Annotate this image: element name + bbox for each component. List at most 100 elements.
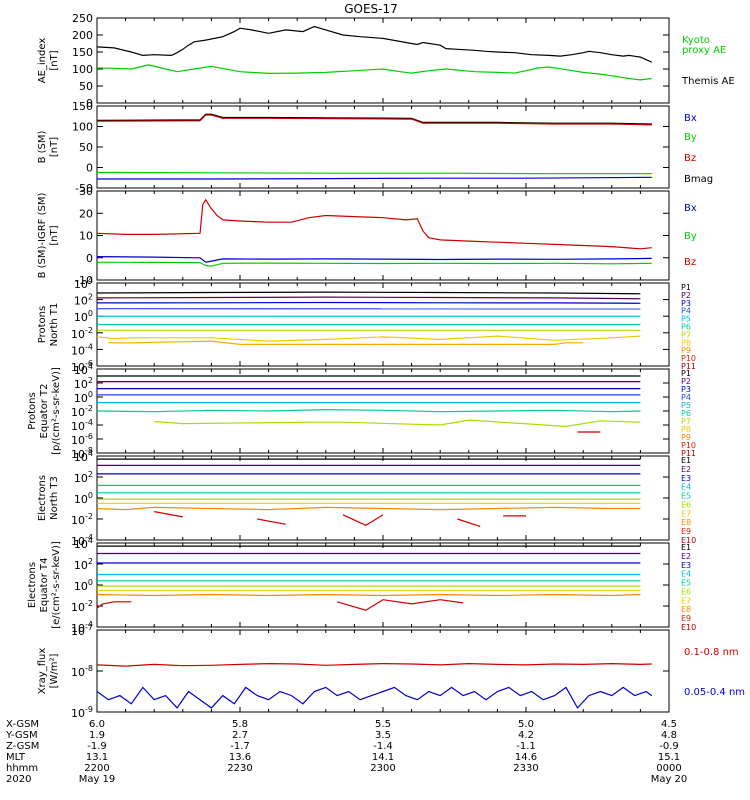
legend-label: P3	[681, 299, 691, 308]
y-tick-label: -50	[75, 182, 93, 195]
series-line-1	[96, 296, 641, 300]
y-axis-label: North T1	[49, 303, 60, 347]
ephemeris-value: 15.1	[658, 752, 680, 763]
ephemeris-value: -1.4	[373, 741, 393, 752]
ephemeris-row-label: 2020	[6, 774, 31, 785]
ephemeris-value: 2200	[84, 763, 109, 774]
series-line-9	[337, 599, 464, 611]
ephemeris-row-label: MLT	[6, 752, 26, 763]
y-axis-label: Protons	[27, 392, 38, 429]
ephemeris-value: 2330	[513, 763, 538, 774]
series-line-7	[96, 506, 641, 511]
series-line-7	[96, 335, 641, 342]
series-line-8	[96, 601, 132, 609]
ephemeris-value: 4.8	[661, 730, 677, 741]
ephemeris-value: 14.1	[372, 752, 394, 763]
legend-label: P11	[681, 449, 696, 458]
legend-label: E7	[681, 509, 691, 518]
legend-label: P10	[681, 441, 696, 450]
panel-electrons-t3: 104 102 100 10-2 10-4 Electrons North T3 E1E2E3…	[37, 449, 696, 548]
y-tick-label: 100	[72, 63, 93, 76]
series-line-1	[96, 114, 652, 126]
legend-label: E3	[681, 474, 691, 483]
ephemeris-value: 4.5	[661, 719, 677, 730]
y-tick-label: 100	[74, 491, 93, 506]
panel-xray: 10-7 10-8 10-9 Xray_flux [W/m²] 0.1-0.8 nm 0.0…	[37, 623, 745, 720]
ephemeris-value: 13.1	[86, 752, 108, 763]
panel-frame	[96, 455, 670, 541]
y-tick-label: 10-2	[71, 599, 93, 614]
y-tick-label: 150	[72, 100, 93, 113]
legend-label: E1	[681, 456, 691, 465]
y-tick-label: 104	[74, 362, 93, 377]
legend-label: P2	[681, 377, 691, 386]
y-axis-label: [p/(cm²-s-sr-keV)]	[51, 367, 62, 455]
legend-label: P9	[681, 433, 691, 442]
y-tick-label: 0	[86, 162, 93, 175]
y-axis-label: Electrons	[37, 475, 48, 521]
y-tick-label: 10-4	[71, 620, 93, 635]
y-tick-label: 0	[86, 97, 93, 110]
series-line-10	[342, 514, 384, 526]
series-line-8	[108, 340, 584, 345]
y-tick-label: 50	[79, 80, 93, 93]
series-line-7	[96, 593, 641, 597]
ephemeris-value: 2230	[227, 763, 252, 774]
y-tick-label: 30	[79, 185, 93, 198]
legend-label: Themis AE	[681, 76, 735, 87]
y-tick-label: 200	[72, 29, 93, 42]
legend-label: proxy AE	[682, 45, 726, 56]
legend-label: P2	[681, 291, 691, 300]
legend-label: P7	[681, 417, 691, 426]
y-tick-label: 10-2	[71, 326, 93, 341]
ephemeris-value: 6.0	[89, 719, 105, 730]
legend-label: P7	[681, 330, 691, 339]
legend-label: By	[684, 132, 697, 143]
y-tick-label: 102	[74, 557, 93, 572]
y-tick-label: 10-6	[71, 432, 93, 447]
y-axis-label: [nT]	[49, 137, 60, 157]
series-line-5	[96, 408, 641, 413]
y-axis-label: B (SM)	[37, 130, 48, 163]
legend-label: P1	[681, 283, 691, 292]
panel-frame	[96, 190, 670, 281]
ephemeris-value: -1.7	[230, 741, 250, 752]
series-line-11	[457, 518, 481, 527]
series-line-0	[96, 113, 652, 125]
legend-label: E6	[681, 500, 691, 509]
y-tick-label: 10-9	[71, 705, 93, 720]
y-tick-label: 10-4	[71, 533, 93, 548]
legend-label: P8	[681, 425, 691, 434]
ephemeris-row-label: Z-GSM	[6, 741, 39, 752]
series-line-1	[96, 686, 653, 709]
y-tick-label: 10-2	[71, 404, 93, 419]
series-line-8	[154, 511, 183, 518]
y-tick-label: -10	[75, 274, 93, 287]
legend-label: P4	[681, 307, 691, 316]
legend-label: Bx	[684, 113, 697, 124]
legend-label: P9	[681, 346, 691, 355]
panel-bsmigrf: 30 20 10 0 -10 B (SM)-IGRF (SM) [nT] Bx By Bz	[37, 185, 697, 287]
y-tick-label: 104	[74, 276, 93, 291]
plot-title: GOES-17	[344, 2, 398, 16]
series-line-0	[96, 662, 652, 667]
y-tick-label: 104	[74, 449, 93, 464]
y-axis-label: Electrons	[27, 562, 38, 608]
series-line-6	[154, 419, 641, 428]
series-line-1	[96, 64, 652, 81]
legend-label: Bmag	[684, 174, 713, 185]
ephemeris-value: 2300	[370, 763, 395, 774]
y-tick-label: 102	[74, 293, 93, 308]
legend-label: Bx	[684, 203, 697, 214]
series-line-2	[96, 261, 652, 267]
legend-label: P3	[681, 385, 691, 394]
ephemeris-value: May 19	[79, 774, 116, 785]
ephemeris-value: 5.0	[518, 719, 534, 730]
ephemeris-value: -0.9	[659, 741, 679, 752]
y-tick-label: 102	[74, 376, 93, 391]
